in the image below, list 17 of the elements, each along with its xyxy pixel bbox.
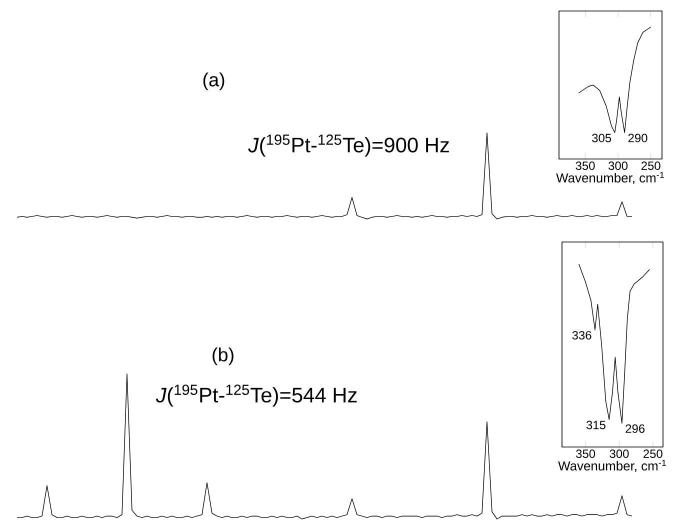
x-tick-label: 250 <box>644 450 662 458</box>
x-axis-title: Wavenumber, cm$^{-1}$ <box>556 172 664 184</box>
x-tick-label: 300 <box>608 162 628 170</box>
x-tick-label: 300 <box>610 450 629 458</box>
annotation: 296 <box>626 424 645 433</box>
annotation: 305 <box>592 134 612 142</box>
annotation: 290 <box>628 134 648 142</box>
annotation: J($^{195}$Pt-$^{125}$Te)=900 Hz <box>248 134 449 157</box>
x-axis-title: Wavenumber, cm$^{-1}$ <box>558 460 666 472</box>
x-tick-label: 350 <box>576 450 596 458</box>
x-tick-label: 350 <box>576 162 595 170</box>
chart-title: (b) <box>212 348 234 366</box>
annotation: 315 <box>586 420 606 430</box>
annotation: J($^{195}$Pt-$^{125}$Te)=544 Hz <box>156 384 357 407</box>
annotation: 336 <box>572 331 592 340</box>
x-tick-label: 250 <box>641 162 660 170</box>
chart-title: (a) <box>203 72 224 90</box>
